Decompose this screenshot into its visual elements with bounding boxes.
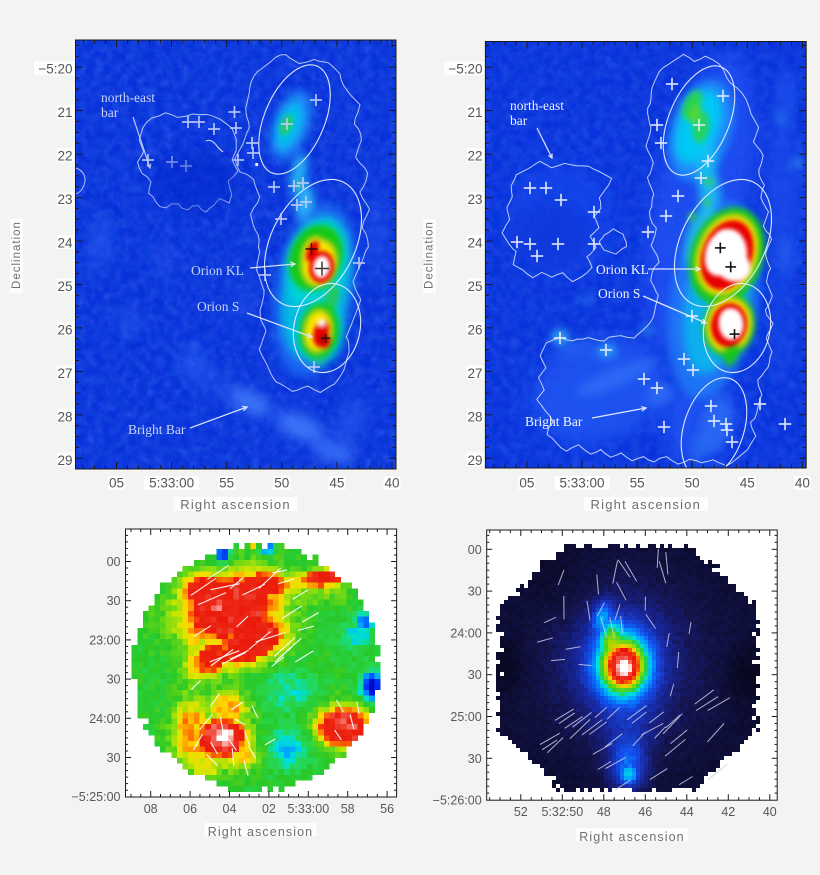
svg-text:Bright Bar: Bright Bar	[525, 414, 583, 429]
svg-text:Orion KL: Orion KL	[191, 263, 244, 278]
svg-text:Orion S: Orion S	[197, 299, 239, 314]
svg-text:Orion S: Orion S	[598, 286, 640, 301]
svg-text:Bright Bar: Bright Bar	[128, 422, 186, 437]
svg-text:bar: bar	[101, 105, 119, 120]
svg-text:north-east: north-east	[101, 90, 155, 105]
svg-text:bar: bar	[510, 113, 528, 128]
svg-text:north-east: north-east	[510, 98, 564, 113]
svg-text:Orion KL: Orion KL	[596, 262, 649, 277]
